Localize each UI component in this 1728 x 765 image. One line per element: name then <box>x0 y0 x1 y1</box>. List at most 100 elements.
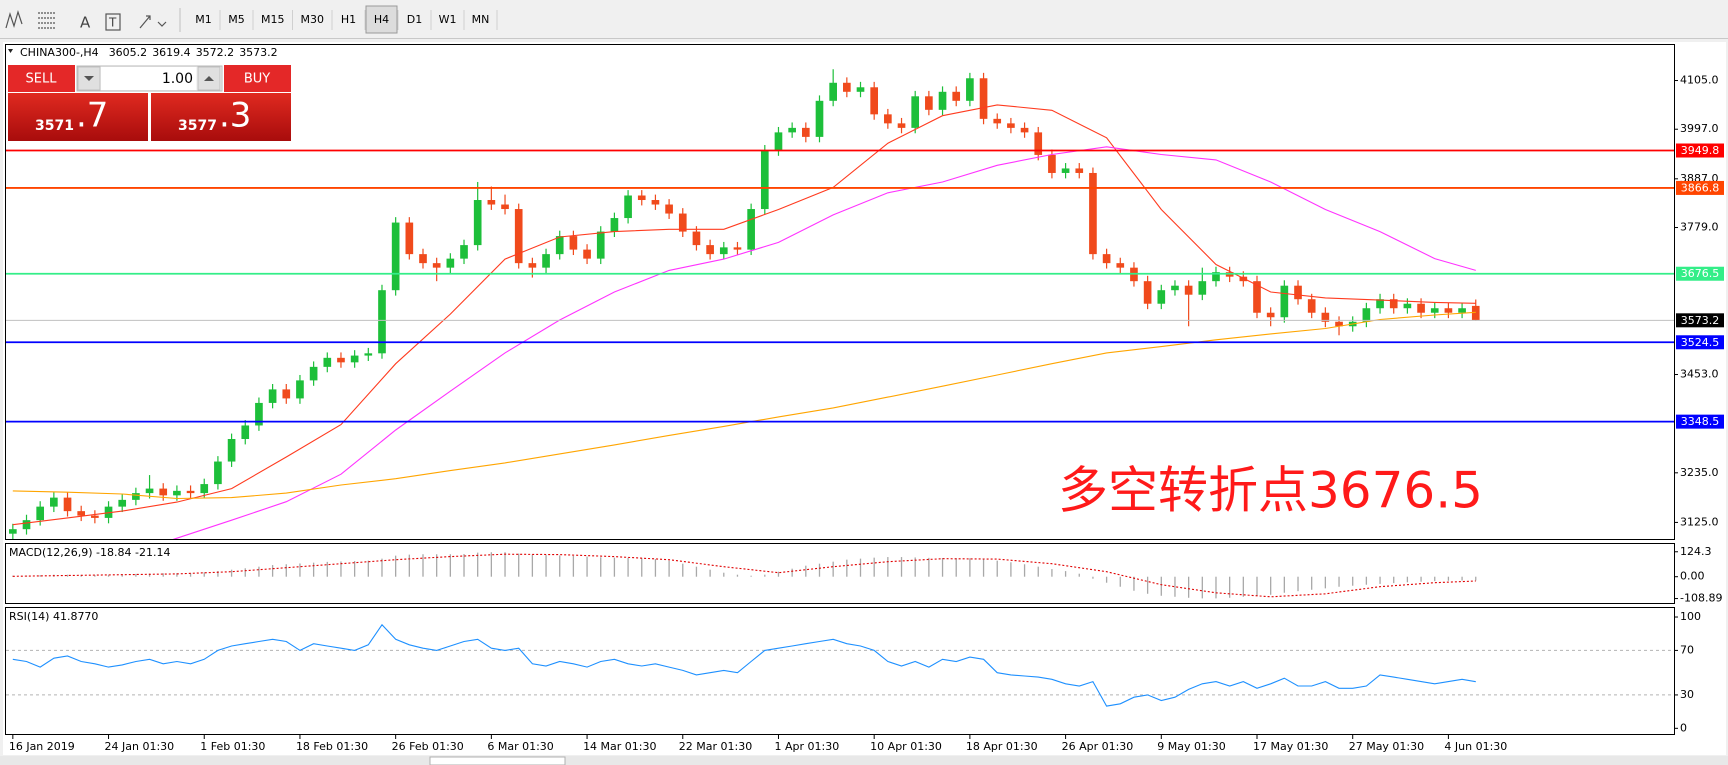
icon-text[interactable]: A <box>80 14 91 32</box>
x-tick-label: 27 May 01:30 <box>1349 740 1424 753</box>
candle-body <box>733 247 742 250</box>
toolbar-icons[interactable]: A T <box>5 8 181 32</box>
bid-big[interactable]: .7 <box>76 96 108 136</box>
candle-body <box>1020 127 1029 133</box>
rsi-line <box>12 623 1476 707</box>
level-label: 3866.8 <box>1681 181 1720 194</box>
candle-body <box>624 195 632 219</box>
candle-body <box>1280 285 1289 318</box>
y-tick-label: 4105.0 <box>1680 74 1719 87</box>
last-open: 3605.2 <box>109 46 148 59</box>
candle-body <box>1184 285 1193 295</box>
candle-body <box>1389 299 1398 309</box>
timeframe-button[interactable] <box>188 6 219 33</box>
y-tick-label: 30 <box>1680 688 1694 701</box>
candle-body <box>555 236 564 255</box>
timeframe-button[interactable] <box>254 6 292 33</box>
icon-arrows[interactable] <box>139 15 167 29</box>
candle-body <box>514 209 523 264</box>
last-close: 3573.2 <box>239 46 278 59</box>
buy-label[interactable]: BUY <box>244 72 270 87</box>
timeframe-label[interactable]: M15 <box>261 13 285 26</box>
moving-average <box>12 104 1476 526</box>
candle-body <box>132 493 140 500</box>
candle-body <box>9 529 17 534</box>
volume-value[interactable]: 1.00 <box>162 71 193 87</box>
timeframe-label[interactable]: H1 <box>341 13 356 26</box>
candle-body <box>501 204 509 210</box>
candle-body <box>337 357 345 363</box>
timeframe-button[interactable] <box>221 6 252 33</box>
level-label: 3573.2 <box>1681 314 1720 327</box>
timeframe-button[interactable] <box>333 6 364 33</box>
timeframe-label[interactable]: M30 <box>301 13 325 26</box>
level-label: 3348.5 <box>1681 415 1720 428</box>
candle-body <box>487 200 496 205</box>
x-tick-label: 14 Mar 01:30 <box>583 740 656 753</box>
x-tick-label: 10 Apr 01:30 <box>870 740 942 753</box>
bid-main[interactable]: 3571 <box>35 118 74 134</box>
chart-window <box>3 42 1726 755</box>
sell-label[interactable]: SELL <box>26 72 58 87</box>
level-label-box <box>1676 143 1724 158</box>
candle-body <box>1157 290 1166 304</box>
timeframe-button[interactable] <box>399 6 430 33</box>
x-tick-label: 24 Jan 01:30 <box>105 740 175 753</box>
buy-button[interactable] <box>224 65 291 92</box>
candle-body <box>1061 168 1070 173</box>
bid-box[interactable] <box>8 93 148 141</box>
sell-button[interactable] <box>8 65 75 92</box>
ask-big[interactable]: .3 <box>219 96 251 136</box>
timeframe-label[interactable]: H4 <box>374 13 389 26</box>
timeframe-button[interactable] <box>465 6 496 33</box>
timeframe-button[interactable] <box>432 6 463 33</box>
icon-period-separators[interactable] <box>5 9 23 29</box>
chart-tab[interactable] <box>429 756 566 765</box>
icon-grid[interactable] <box>38 12 56 29</box>
level-label: 3524.5 <box>1681 336 1720 349</box>
candle-body <box>77 511 86 516</box>
level-label-box <box>1676 266 1724 281</box>
y-tick-label: 0.00 <box>1680 570 1705 583</box>
timeframe-label[interactable]: MN <box>472 13 490 26</box>
candle-body <box>1362 308 1371 322</box>
candle-body <box>1048 154 1056 173</box>
panel-title: MACD(12,26,9) -18.84 -21.14 <box>9 546 170 559</box>
x-tick-label: 16 Jan 2019 <box>9 740 75 753</box>
candle-body <box>1102 254 1111 264</box>
candle-body <box>391 222 400 291</box>
candle-body <box>378 290 386 354</box>
header-arrow <box>8 49 13 53</box>
timeframe-label[interactable]: W1 <box>439 13 457 26</box>
y-tick-label: 70 <box>1680 643 1694 656</box>
timeframe-label[interactable]: D1 <box>407 13 422 26</box>
timeframe-button[interactable] <box>365 5 398 34</box>
candle-body <box>911 96 920 128</box>
volume-input[interactable] <box>101 67 196 90</box>
candle-body <box>1143 281 1152 304</box>
icon-text-label[interactable] <box>105 13 121 31</box>
y-tick-label: 3779.0 <box>1680 221 1719 234</box>
timeframe-label[interactable]: M1 <box>195 13 212 26</box>
candle-body <box>446 258 455 268</box>
candle-body <box>22 520 31 530</box>
y-tick-label: 100 <box>1680 610 1701 623</box>
tab-strip <box>0 756 1728 765</box>
candle-body <box>227 438 236 462</box>
timeframe-label[interactable]: M5 <box>228 13 245 26</box>
candle-body <box>966 78 974 101</box>
timeframe-button[interactable] <box>293 6 332 33</box>
candle-body <box>1171 285 1179 291</box>
candle-body <box>159 488 168 496</box>
candle-body <box>1335 321 1343 327</box>
candle-body <box>569 236 578 250</box>
level-label-box <box>1676 180 1724 195</box>
candle-body <box>432 263 441 268</box>
candle-body <box>897 123 906 128</box>
candle-body <box>1471 305 1480 321</box>
candle-body <box>665 204 673 214</box>
candle-body <box>1321 312 1330 322</box>
ask-main[interactable]: 3577 <box>178 118 217 134</box>
y-tick-label: 3997.0 <box>1680 122 1719 135</box>
ask-box[interactable] <box>151 93 291 141</box>
